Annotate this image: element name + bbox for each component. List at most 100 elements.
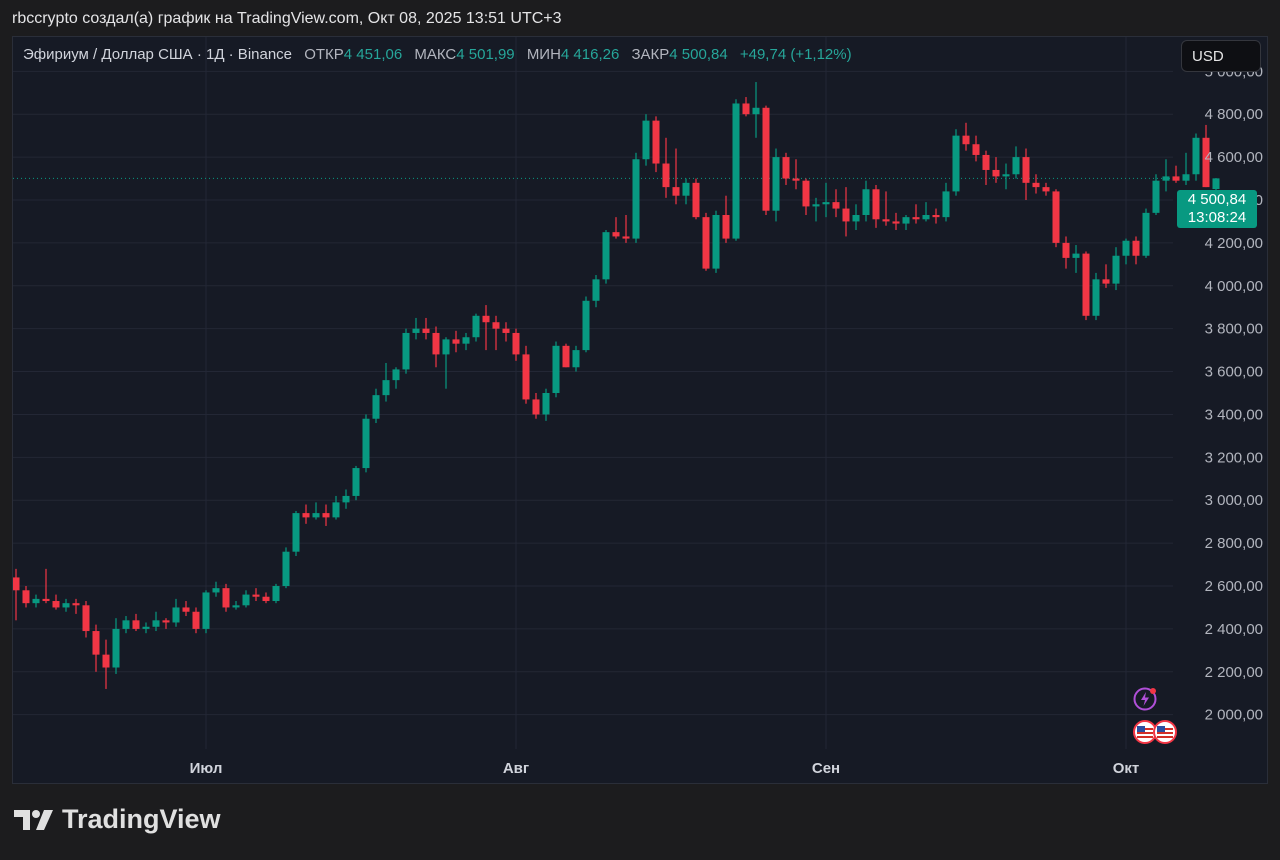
candle (672, 148, 680, 205)
candle (962, 122, 970, 151)
candle (262, 592, 270, 604)
us-flag-icon[interactable] (1153, 720, 1177, 744)
candle (1002, 163, 1010, 190)
low-label: МИН (526, 46, 561, 63)
candle (422, 317, 430, 340)
candle (242, 590, 250, 608)
candle (442, 337, 450, 389)
y-tick-label: 4 800,00 (1205, 106, 1263, 123)
candle (142, 622, 150, 634)
candle (332, 495, 340, 520)
y-tick-label: 4 200,00 (1205, 235, 1263, 252)
y-tick-label: 3 400,00 (1205, 406, 1263, 423)
candle (1122, 238, 1130, 265)
y-tick-label: 2 200,00 (1205, 664, 1263, 681)
candle (952, 129, 960, 196)
candle (992, 157, 1000, 183)
candlestick-chart[interactable]: 2 000,00 2 200,00 2 400,00 2 600,00 2 800,00… (13, 37, 1268, 784)
y-tick-label: 3 000,00 (1205, 492, 1263, 509)
candle (32, 594, 40, 608)
last-price-value: 4 500,84 (1187, 191, 1247, 208)
x-tick-label: Сен (812, 760, 840, 777)
candle (82, 601, 90, 638)
candle (302, 504, 310, 524)
y-axis-labels: 2 000,00 2 200,00 2 400,00 2 600,00 2 800,00… (1205, 63, 1263, 723)
candle (1152, 174, 1160, 215)
candle (162, 618, 170, 629)
open-label: ОТКР (304, 46, 344, 63)
y-tick-label: 2 600,00 (1205, 578, 1263, 595)
high-value: 4 501,99 (456, 46, 515, 63)
y-tick-label: 3 200,00 (1205, 449, 1263, 466)
candle (252, 588, 260, 602)
tradingview-logo-icon (14, 809, 53, 830)
candle (562, 343, 570, 368)
candle (472, 313, 480, 342)
chart-area[interactable]: 2 000,00 2 200,00 2 400,00 2 600,00 2 800,00… (12, 36, 1268, 784)
candle (782, 152, 790, 185)
candle (822, 182, 830, 218)
tradingview-logo[interactable]: TradingView (14, 804, 221, 835)
candle (1042, 182, 1050, 196)
x-axis-labels: Июл Авг Сен Окт (190, 760, 1140, 777)
candle (522, 345, 530, 404)
last-price-tag: 4 500,84 13:08:24 (1177, 190, 1257, 228)
y-tick-label: 4 000,00 (1205, 278, 1263, 295)
candle (222, 583, 230, 612)
candle (322, 504, 330, 526)
candle (172, 598, 180, 627)
candle (1162, 159, 1170, 192)
candle (352, 465, 360, 501)
symbol-title[interactable]: Эфириум / Доллар США · 1Д · Binance (23, 46, 293, 63)
candle (1052, 189, 1060, 248)
candle (682, 178, 690, 205)
us-flag-icon[interactable] (1133, 720, 1157, 744)
candle (922, 202, 930, 222)
candle (132, 613, 140, 632)
low-value: 4 416,26 (560, 46, 620, 63)
candle (42, 568, 50, 604)
y-tick-label: 2 400,00 (1205, 621, 1263, 638)
candle (742, 97, 750, 117)
candle (72, 598, 80, 614)
candle (582, 296, 590, 353)
candle (862, 180, 870, 222)
candle (932, 208, 940, 224)
candle (312, 502, 320, 520)
candle (1032, 174, 1040, 194)
candle (382, 362, 390, 402)
bar-countdown: 13:08:24 (1187, 209, 1247, 226)
y-tick-label: 4 600,00 (1205, 149, 1263, 166)
candle (102, 639, 110, 689)
candle (1072, 245, 1080, 273)
currency-button[interactable]: USD (1181, 40, 1261, 72)
candle (92, 624, 100, 672)
candle (642, 114, 650, 166)
candle (712, 210, 720, 273)
close-label: ЗАКР (631, 46, 670, 63)
x-tick-label: Авг (503, 760, 529, 777)
y-tick-label: 3 600,00 (1205, 364, 1263, 381)
candle (612, 217, 620, 239)
candle (412, 317, 420, 340)
candle (372, 388, 380, 424)
change-value: +49,74 (+1,12%) (739, 46, 852, 63)
candle (432, 326, 440, 368)
high-label: МАКС (414, 46, 457, 63)
candle (362, 414, 370, 473)
candle (882, 191, 890, 226)
candle (492, 315, 500, 351)
candle (832, 189, 840, 218)
candle (842, 187, 850, 237)
y-tick-label: 2 800,00 (1205, 535, 1263, 552)
candle (402, 328, 410, 374)
candle (902, 215, 910, 231)
candle (192, 607, 200, 634)
lightning-icon[interactable] (1133, 687, 1157, 711)
candle (512, 328, 520, 361)
candle (972, 135, 980, 162)
candle (912, 204, 920, 224)
candle (1062, 236, 1070, 269)
candles (13, 82, 1220, 689)
candle (452, 330, 460, 353)
